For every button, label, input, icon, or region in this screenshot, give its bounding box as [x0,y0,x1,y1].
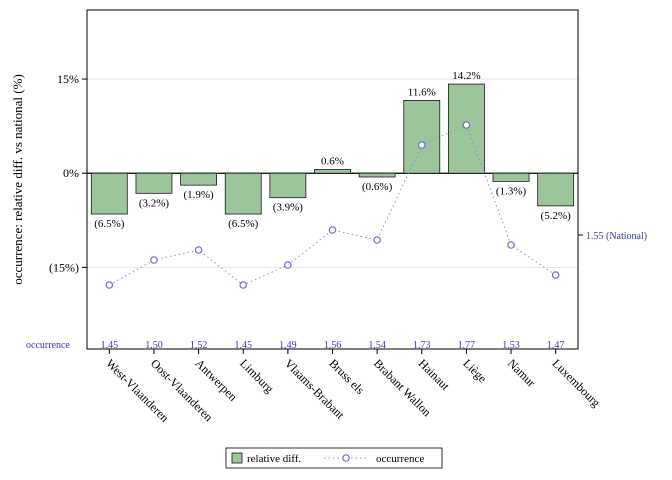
x-tick-label-7: Hainaut [416,356,453,393]
bar-label-9: (1.3%) [496,185,527,197]
y-axis-title: occurrence: relative diff. vs national (… [10,74,25,285]
occurrence-value-0: 1,45 [101,340,119,351]
occurrence-point-5 [328,226,337,234]
x-tick-label-9: Namur [505,356,538,389]
bar-6 [358,172,396,178]
bar-1 [135,172,173,194]
x-tick-label-2: Antwerpen [192,356,240,404]
bar-label-8: 14.2% [452,70,480,82]
occurrence-value-10: 1,47 [547,340,565,351]
bar-7 [403,100,441,174]
bar-label-7: 11.6% [408,86,436,98]
y-tick-label-0: 15% [57,72,79,86]
bar-2 [180,172,217,186]
bar-9 [492,172,530,182]
occurrence-point-6 [373,236,381,244]
y-tick-label-1: 0% [63,166,79,180]
occurrence-path [109,124,556,286]
bar-label-10: (5.2%) [541,210,572,222]
occurrence-point-3 [239,281,248,289]
bar-0 [90,172,128,215]
occurrence-point-4 [284,261,292,269]
occurrence-value-5: 1,56 [324,340,342,351]
occurrence-point-1 [150,256,158,264]
national-label: 1.55 (National) [586,231,647,242]
legend-label-line: occurrence [376,453,424,465]
bar-10 [537,172,575,207]
bar-4 [269,172,307,199]
occurrence-value-6: 1,54 [368,340,386,351]
occurrence-point-9 [507,241,515,249]
gridlines [87,78,578,268]
occurrence-point-8 [462,121,471,129]
x-tick-label-10: Luxembourg [550,356,604,410]
occurrence-point-0 [105,281,114,289]
bar-label-6: (0.6%) [362,181,393,193]
bar-label-5: 0.6% [321,155,344,167]
legend: relative diff. occurrence [225,447,443,469]
bar-label-3: (6.5%) [228,218,259,230]
x-tick-label-3: Limburg [237,356,276,395]
bar-label-1: (3.2%) [139,197,170,209]
bar-label-4: (3.9%) [273,202,304,214]
x-tick-label-8: Liège [460,356,489,385]
occurrence-point-2 [194,246,203,254]
labels: (6.5%) (3.2%) (1.9%) (6.5%) (3.9%) 0.6% (0.6%)… [26,70,647,351]
occurrence-point-7 [417,141,426,149]
legend-label-bar: relative diff. [247,453,301,465]
legend-swatch-bar [231,452,243,464]
occurrence-row-label: occurrence [26,340,70,351]
bar-3 [224,172,262,215]
occurrence-value-4: 1,49 [279,340,297,351]
occurrence-value-7: 1,73 [413,340,431,351]
occurrence-value-2: 1,52 [190,340,208,351]
bar-5 [314,169,351,174]
occurrence-value-8: 1,77 [458,340,476,351]
x-tick-label-5: Bruss els [326,356,367,397]
bars [90,83,575,215]
occurrence-value-9: 1,53 [502,340,520,351]
occurrence-value-1: 1,50 [145,340,163,351]
legend-swatch-marker [342,454,350,462]
occurrence-value-3: 1,45 [234,340,252,351]
bar-label-2: (1.9%) [183,189,214,201]
occurrence-line [105,121,560,289]
y-tick-label-2: (15%) [49,260,79,274]
bar-label-0: (6.5%) [94,218,125,230]
occurrence-point-10 [551,271,560,279]
